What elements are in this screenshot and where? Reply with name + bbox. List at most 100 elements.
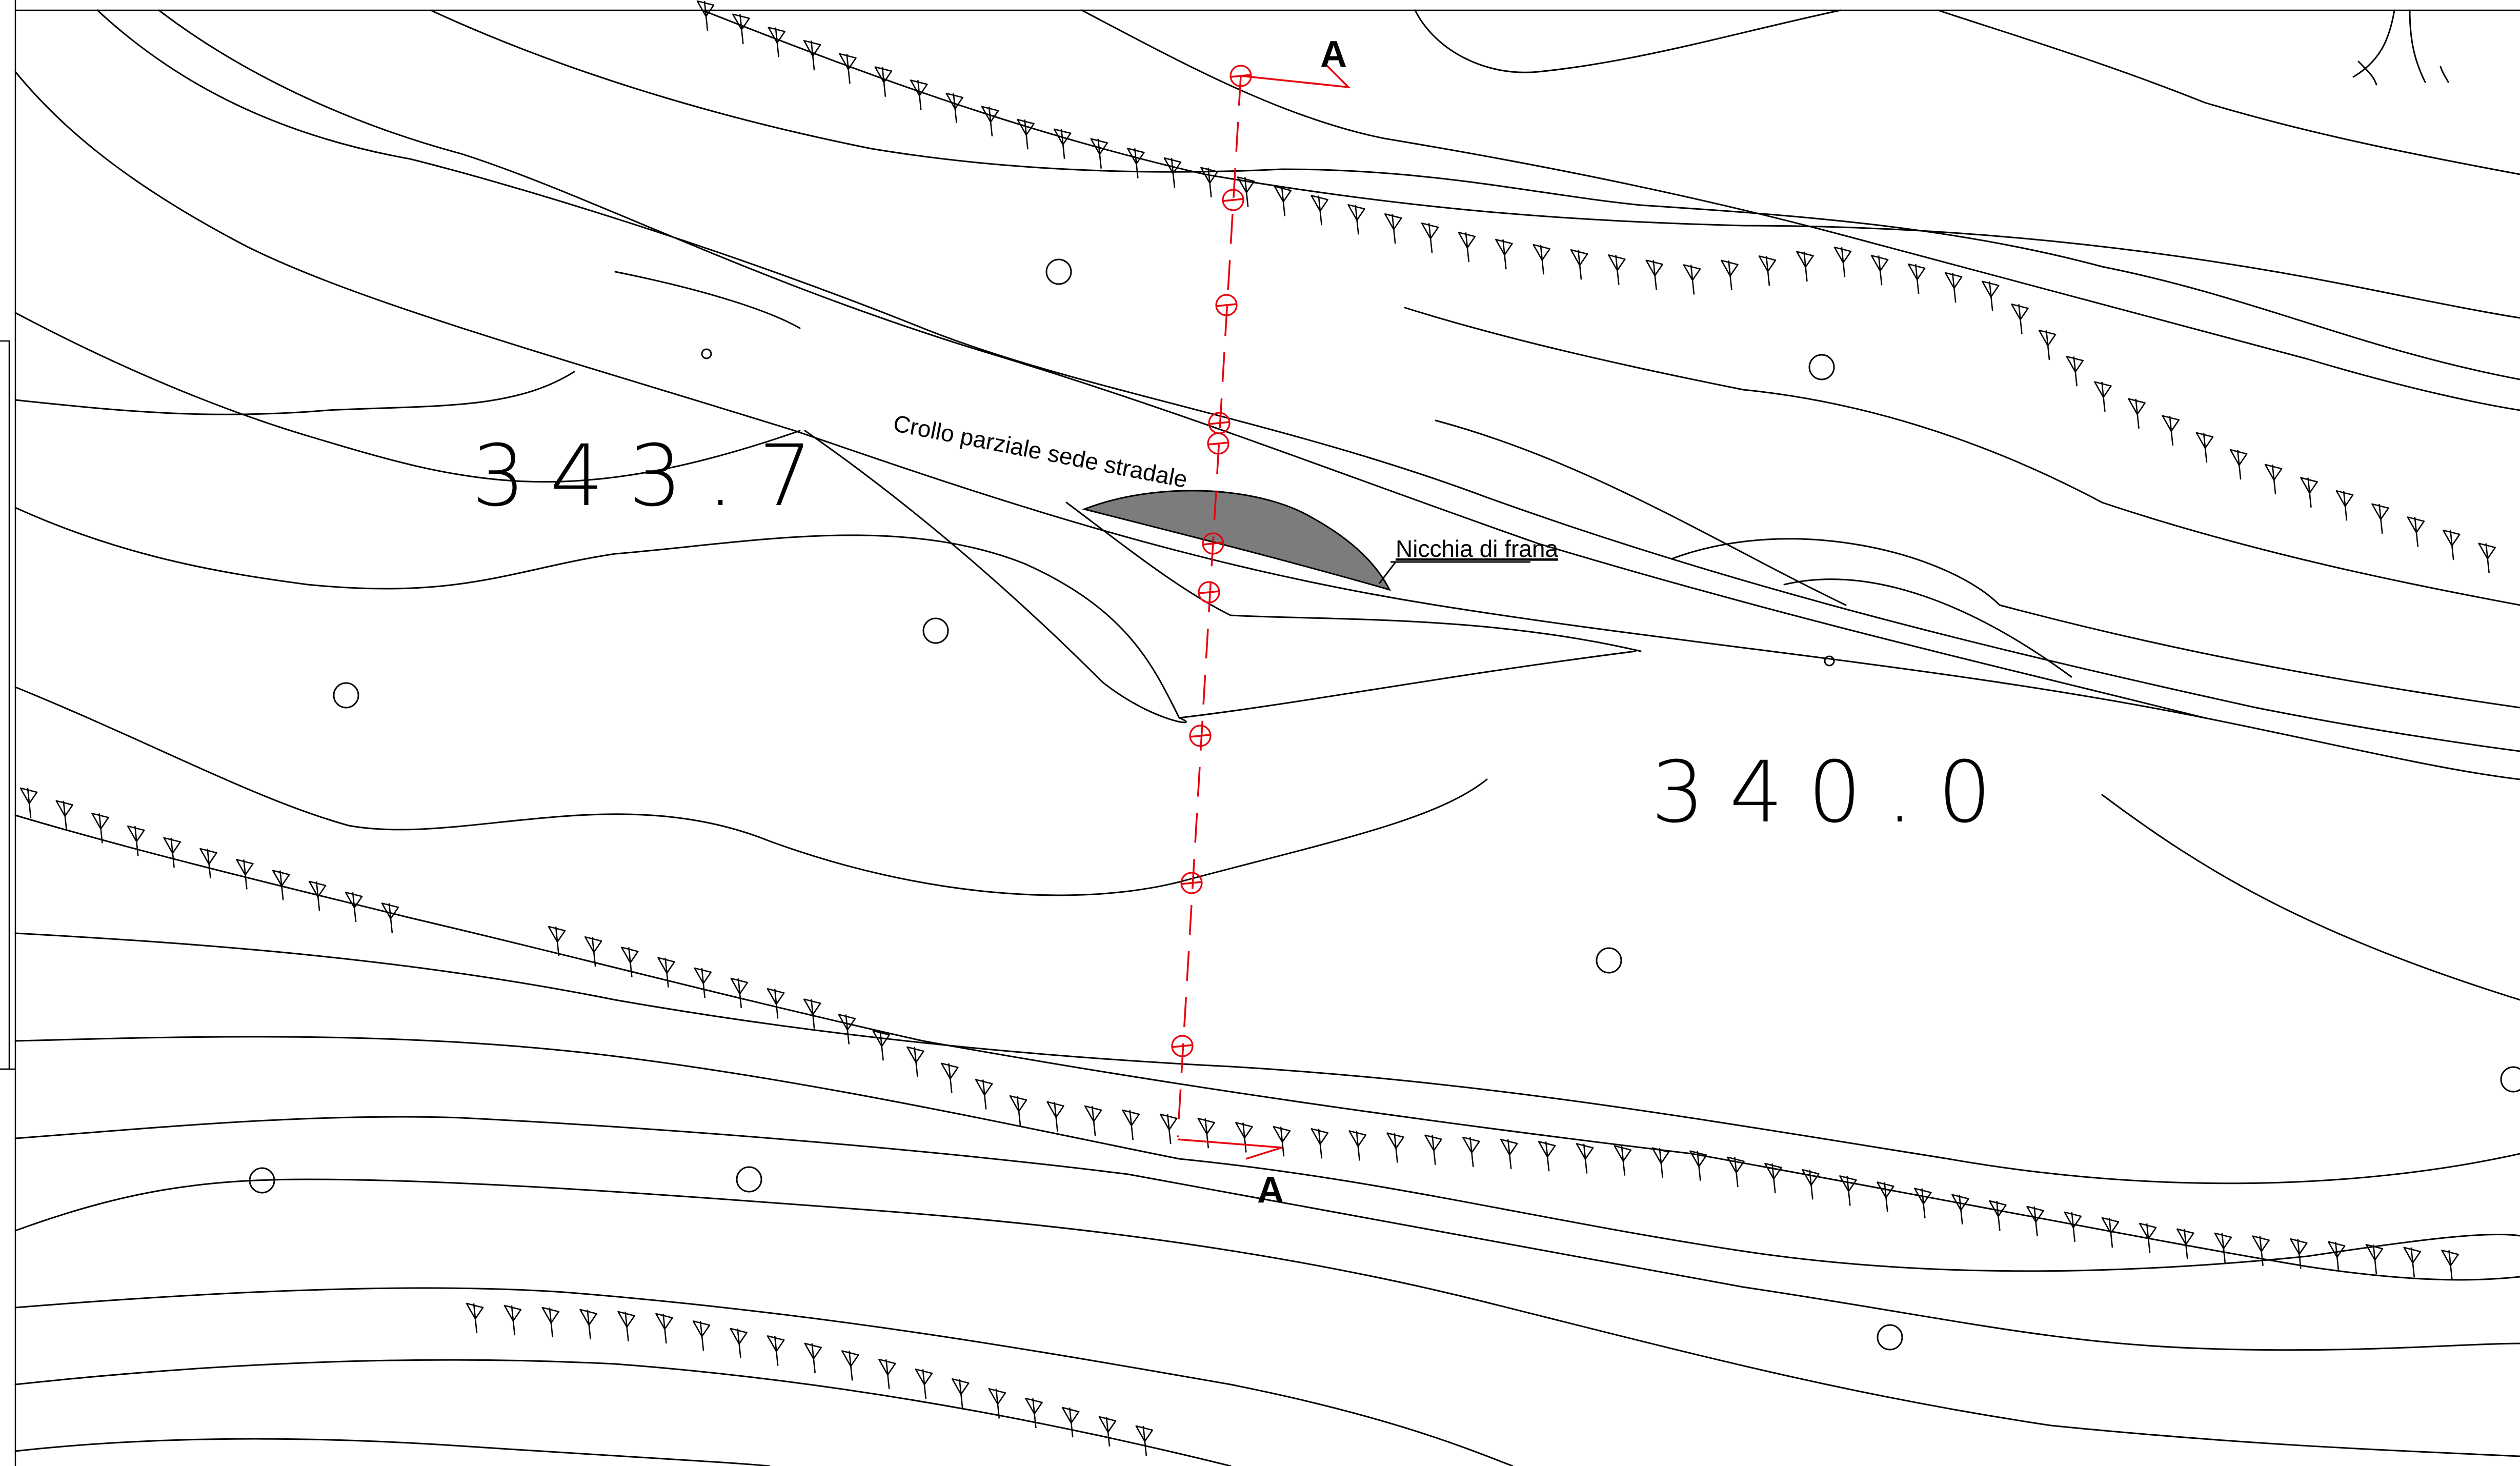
scarp-tick (2407, 516, 2425, 547)
section-point (1229, 65, 1252, 87)
scarp-tick (1200, 167, 1218, 198)
section-point (1171, 1035, 1194, 1057)
scarp-tick (1944, 272, 1963, 303)
scarp-tick (1727, 1156, 1745, 1188)
scarp-tick (1914, 1188, 1932, 1218)
scarp-tick (941, 1062, 959, 1093)
scarp-tick (1424, 1134, 1442, 1165)
scarp-tick (1235, 1122, 1253, 1153)
scarp-tick (55, 800, 74, 831)
scarp-tick (1122, 1109, 1140, 1140)
scarp-tick (2264, 464, 2283, 495)
scarp-tick (2403, 1247, 2422, 1277)
scarp-tick (1764, 1162, 1782, 1194)
scarp-tick (1683, 264, 1701, 295)
scarp-tick (1500, 1138, 1518, 1170)
spot-marker (2500, 1066, 2520, 1093)
scarp-tick (2252, 1235, 2270, 1266)
scarp-tick (1159, 1113, 1178, 1144)
road-collapse-label: Crollo parziale sede stradale (891, 410, 1190, 493)
scarp-tick (163, 837, 181, 868)
scarp-tick (1495, 238, 1513, 270)
scarp-tick (2038, 329, 2057, 360)
scarp-tick (1951, 1194, 1969, 1225)
scarp-tick (2011, 303, 2029, 334)
section-point (1222, 189, 1244, 211)
scarp-tick (1796, 251, 1814, 282)
scarp-tick (127, 825, 145, 856)
scarp-tick (1384, 213, 1402, 244)
scarp-tick (91, 813, 109, 844)
scarp-tick (2162, 415, 2180, 446)
scarp-tick (872, 1030, 890, 1061)
scarp-tick (617, 1311, 635, 1342)
spot-marker (1808, 354, 1835, 380)
contour-lines (14, 9, 2520, 1466)
scarp-tick (1098, 1416, 1117, 1447)
scarp-tick (657, 957, 675, 988)
scarp-tick (1538, 1141, 1556, 1172)
scarp-tick (730, 1328, 748, 1359)
scarp-tick (1025, 1397, 1043, 1429)
scarp-tick (2229, 449, 2248, 480)
scarp-tick (236, 859, 254, 890)
scarp-tick (804, 1342, 822, 1374)
scarp-tick (2442, 529, 2461, 560)
scarp-tick (1758, 255, 1777, 286)
section-point (1202, 532, 1224, 555)
scarp-tick (1197, 1117, 1216, 1149)
scarp-tick (345, 891, 363, 922)
scarp-tick (1570, 249, 1588, 280)
scarp-tick (988, 1388, 1006, 1419)
spot-marker (249, 1167, 275, 1194)
scarp-tick (1127, 148, 1145, 178)
scarp-tick (878, 1358, 896, 1390)
scarp-tick (1839, 1175, 1857, 1206)
scarp-tick (2371, 503, 2389, 534)
landslide-niche-label: Nicchia di frana (1396, 535, 1558, 562)
scarp-tick (1651, 1147, 1670, 1178)
section-label-start: A (1320, 34, 1347, 75)
scarp-tick (975, 1079, 993, 1110)
scarp-tick (2094, 381, 2112, 412)
scarp-tick (466, 1302, 484, 1334)
scarp-tick (541, 1307, 560, 1338)
scarp-tick (841, 1350, 859, 1381)
scarp-tick (1311, 1128, 1329, 1159)
scarp-tick (272, 870, 290, 900)
scarp-tick (1802, 1169, 1820, 1200)
scarp-tick (2214, 1232, 2232, 1263)
scarp-tick (584, 936, 602, 967)
scarp-tick (579, 1309, 597, 1340)
section-point (1189, 725, 1212, 747)
scarp-tick (1458, 231, 1476, 263)
scarp-tick (767, 1335, 785, 1366)
scarp-tick (1163, 157, 1182, 188)
scarp-tick (981, 106, 999, 137)
elevation-label-343: 343.7 (472, 427, 837, 525)
scarp-tick (1421, 222, 1439, 253)
section-point (1207, 432, 1229, 455)
section-point (1180, 872, 1203, 894)
scarp-tick (2026, 1206, 2044, 1237)
spot-marker (1596, 947, 1622, 974)
scarp-tick (1533, 244, 1551, 275)
scarp-tick (2335, 490, 2354, 521)
section-point (1198, 581, 1220, 604)
section-point (1215, 294, 1238, 316)
scarp-tick (767, 988, 785, 1019)
scarp-tick (915, 1368, 933, 1399)
elevation-label-340: 340.0 (1651, 743, 2016, 841)
spot-marker (736, 1166, 762, 1193)
spot-marker-small (1824, 655, 1835, 667)
scarp-tick (2290, 1238, 2308, 1269)
scarp-tick (1870, 255, 1889, 286)
scarp-tick (1608, 254, 1626, 285)
scarp-tick (692, 1320, 711, 1351)
scarp-tick (2365, 1243, 2384, 1275)
scarp-tick (2139, 1222, 2157, 1254)
scarp-tick (906, 1046, 924, 1077)
niche-leader-line (1378, 561, 1397, 584)
spot-marker (922, 617, 949, 644)
